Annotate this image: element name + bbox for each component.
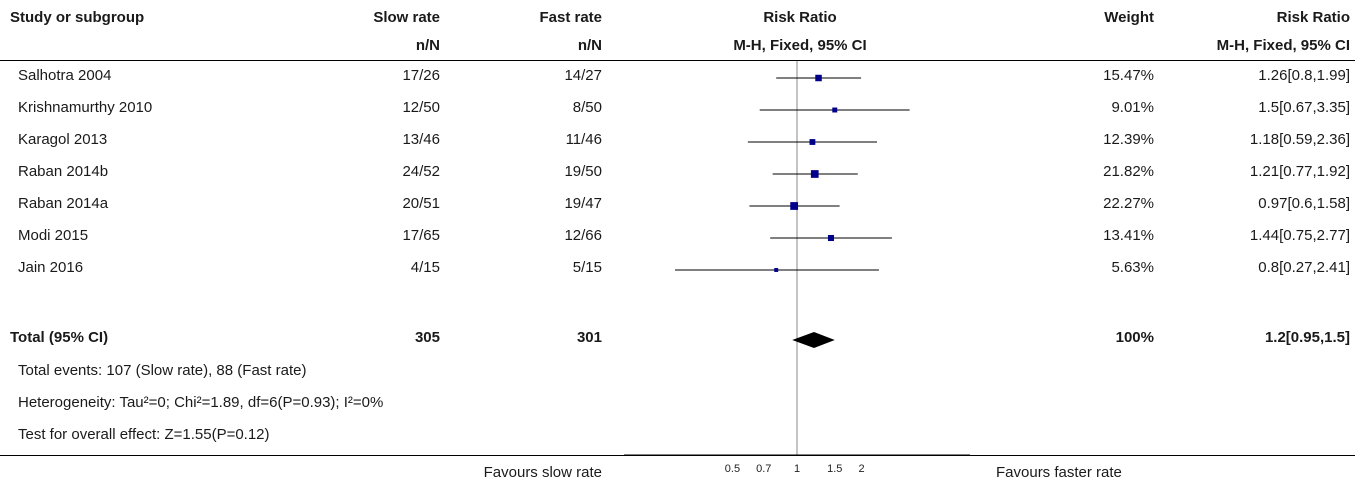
study-name: Salhotra 2004 (18, 67, 112, 84)
study-marker (832, 107, 838, 113)
study-name: Jain 2016 (18, 259, 84, 276)
header-slow-rate: Slow rate (373, 9, 440, 26)
study-weight: 15.47% (1103, 67, 1154, 84)
study-fast-events: 5/15 (572, 259, 602, 276)
study-marker (774, 268, 779, 272)
header-fast-rate: Fast rate (539, 9, 602, 26)
study-weight: 12.39% (1103, 131, 1154, 148)
total-ci: 1.2[0.95,1.5] (1264, 329, 1350, 346)
overall-effect-note: Test for overall effect: Z=1.55(P=0.12) (18, 426, 270, 443)
study-name: Krishnamurthy 2010 (18, 99, 153, 116)
study-slow-events: 24/52 (402, 163, 440, 180)
header-weight: Weight (1104, 9, 1154, 26)
study-ci: 1.26[0.8,1.99] (1258, 67, 1350, 84)
study-fast-events: 8/50 (572, 99, 602, 116)
study-ci: 0.8[0.27,2.41] (1258, 259, 1350, 276)
total-label: Total (95% CI) (10, 329, 109, 346)
study-fast-events: 11/46 (565, 131, 602, 148)
study-slow-events: 17/65 (402, 227, 440, 244)
total-weight: 100% (1115, 329, 1154, 346)
study-slow-events: 12/50 (402, 99, 440, 116)
study-fast-events: 12/66 (564, 227, 602, 244)
tick-label: 1.5 (827, 463, 842, 475)
favours-right-label: Favours faster rate (996, 464, 1122, 481)
study-name: Raban 2014a (18, 195, 109, 212)
tick-label: 0.7 (756, 463, 771, 475)
study-fast-events: 19/50 (564, 163, 602, 180)
study-ci: 1.18[0.59,2.36] (1249, 131, 1350, 148)
study-slow-events: 20/51 (402, 195, 440, 212)
header-divider (0, 60, 1355, 61)
study-fast-events: 19/47 (564, 195, 602, 212)
header-risk-ratio-plot: Risk Ratio (763, 9, 837, 26)
total-events-note: Total events: 107 (Slow rate), 88 (Fast … (18, 362, 307, 379)
header-risk-ratio: Risk Ratio (1276, 9, 1350, 26)
header-study: Study or subgroup (10, 9, 145, 26)
tick-label: 0.5 (725, 463, 740, 475)
study-weight: 21.82% (1103, 163, 1154, 180)
study-marker (827, 234, 834, 242)
study-weight: 9.01% (1111, 99, 1154, 116)
tick-label: 1 (794, 463, 800, 475)
study-fast-events: 14/27 (564, 67, 602, 84)
total-fast: 301 (576, 329, 602, 346)
header-rr-method: M-H, Fixed, 95% CI (1216, 37, 1350, 54)
study-weight: 22.27% (1103, 195, 1154, 212)
header-plot-method: M-H, Fixed, 95% CI (733, 37, 867, 54)
study-slow-events: 17/26 (402, 67, 440, 84)
header-slow-nN: n/N (415, 37, 440, 54)
study-marker (815, 74, 822, 82)
total-slow: 305 (414, 329, 440, 346)
study-name: Modi 2015 (18, 227, 89, 244)
study-slow-events: 4/15 (410, 259, 440, 276)
study-slow-events: 13/46 (402, 131, 440, 148)
study-marker (809, 139, 816, 145)
study-ci: 1.21[0.77,1.92] (1249, 163, 1350, 180)
study-weight: 5.63% (1111, 259, 1154, 276)
study-marker (790, 202, 799, 210)
study-marker (810, 170, 819, 178)
study-weight: 13.41% (1103, 227, 1154, 244)
heterogeneity-note: Heterogeneity: Tau²=0; Chi²=1.89, df=6(P… (18, 394, 384, 411)
favours-left-label: Favours slow rate (483, 464, 602, 481)
tick-label: 2 (859, 463, 865, 475)
study-name: Raban 2014b (18, 163, 109, 180)
study-name: Karagol 2013 (18, 131, 108, 148)
header-fast-nN: n/N (577, 37, 602, 54)
study-ci: 1.5[0.67,3.35] (1258, 99, 1350, 116)
pooled-diamond (792, 332, 835, 348)
study-ci: 1.44[0.75,2.77] (1249, 227, 1350, 244)
study-ci: 0.97[0.6,1.58] (1258, 195, 1350, 212)
